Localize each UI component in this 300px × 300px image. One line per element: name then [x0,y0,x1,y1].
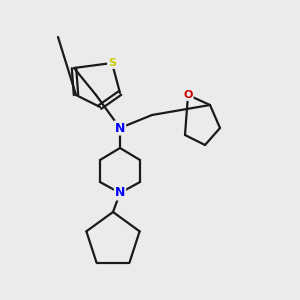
Text: S: S [108,58,116,68]
Text: O: O [183,90,193,100]
Text: N: N [115,122,125,134]
Text: N: N [115,187,125,200]
